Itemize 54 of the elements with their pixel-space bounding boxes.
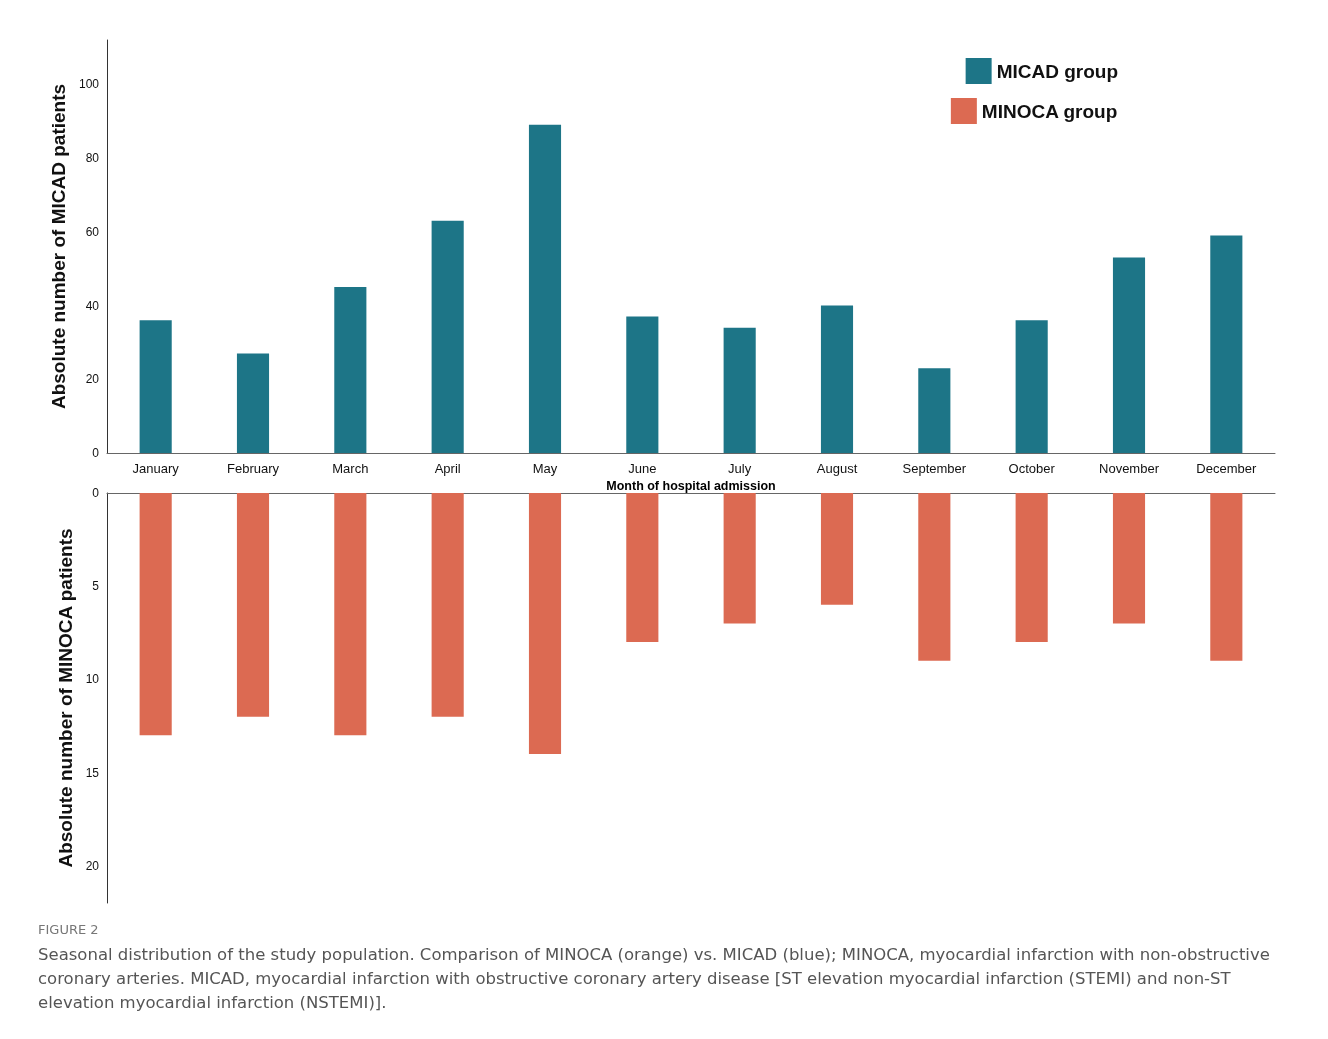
- y-tick-label: 5: [92, 579, 100, 594]
- x-axis-title: Month of hospital admission: [606, 479, 776, 494]
- y-tick-label: 0: [92, 446, 100, 460]
- bar: [820, 305, 854, 453]
- y-tick-label: 15: [85, 765, 100, 780]
- x-tick-label: February: [226, 461, 280, 476]
- bar: [1210, 235, 1243, 453]
- x-tick-label: April: [434, 461, 461, 476]
- x-tick-label: January: [132, 461, 180, 476]
- bar: [918, 368, 951, 453]
- legend-label: MICAD group: [996, 60, 1119, 82]
- bar: [1015, 320, 1048, 453]
- caption: FIGURE 2: [38, 922, 100, 937]
- bar: [139, 493, 172, 736]
- y-axis-title: Absolute number of MINOCA patients: [54, 528, 76, 868]
- bar: [139, 320, 172, 453]
- x-tick-label: May: [532, 461, 558, 476]
- x-tick-label: June: [628, 461, 657, 476]
- bar: [1112, 257, 1146, 453]
- text: Seasonal distribution of the study population. Comparison of MINOCA (orange) vs. MICAD (blue); MINOCA, myocardial infarction with non-obstructive coronary arteries. MICAD, myocardial infarction with obstructive coronary artery disease [ST elevation myocardial infarction (STEMI) and non-ST elevation myocardial infarction (NSTEMI)].: [38, 944, 1271, 1014]
- bar: [334, 493, 367, 736]
- x-tick-label: October: [1008, 461, 1056, 476]
- y-tick-label: 40: [85, 298, 100, 313]
- bar: [723, 327, 756, 453]
- x-tick-label: July: [728, 461, 752, 476]
- x-tick-label: March: [332, 461, 369, 476]
- x-tick-label: December: [1196, 461, 1257, 476]
- bar: [1210, 493, 1243, 661]
- bar: [236, 493, 270, 717]
- x-tick-label: August: [816, 461, 858, 476]
- y-tick-label: 20: [85, 858, 100, 873]
- bar: [528, 124, 562, 453]
- y-tick-label: 20: [85, 372, 100, 387]
- x-tick-label: September: [902, 461, 967, 476]
- bar: [1112, 493, 1146, 624]
- bar: [918, 493, 951, 661]
- bar: [528, 493, 562, 754]
- bar: [236, 353, 270, 453]
- legend-label: MINOCA group: [981, 100, 1118, 122]
- bar: [1015, 493, 1048, 643]
- bar: [820, 493, 854, 605]
- y-axis-title: Absolute number of MICAD patients: [48, 83, 70, 410]
- bar: [626, 493, 659, 643]
- y-tick-label: 80: [85, 151, 100, 165]
- y-tick-label: 0: [92, 486, 100, 500]
- y-tick-label: 10: [85, 672, 100, 687]
- bar: [723, 493, 756, 624]
- bar: [431, 493, 464, 717]
- y-tick-label: 60: [85, 224, 100, 239]
- bar: [431, 220, 464, 453]
- bar: [334, 287, 367, 453]
- x-tick-label: November: [1099, 461, 1160, 476]
- bar: [626, 316, 659, 453]
- y-tick-label: 100: [78, 77, 100, 92]
